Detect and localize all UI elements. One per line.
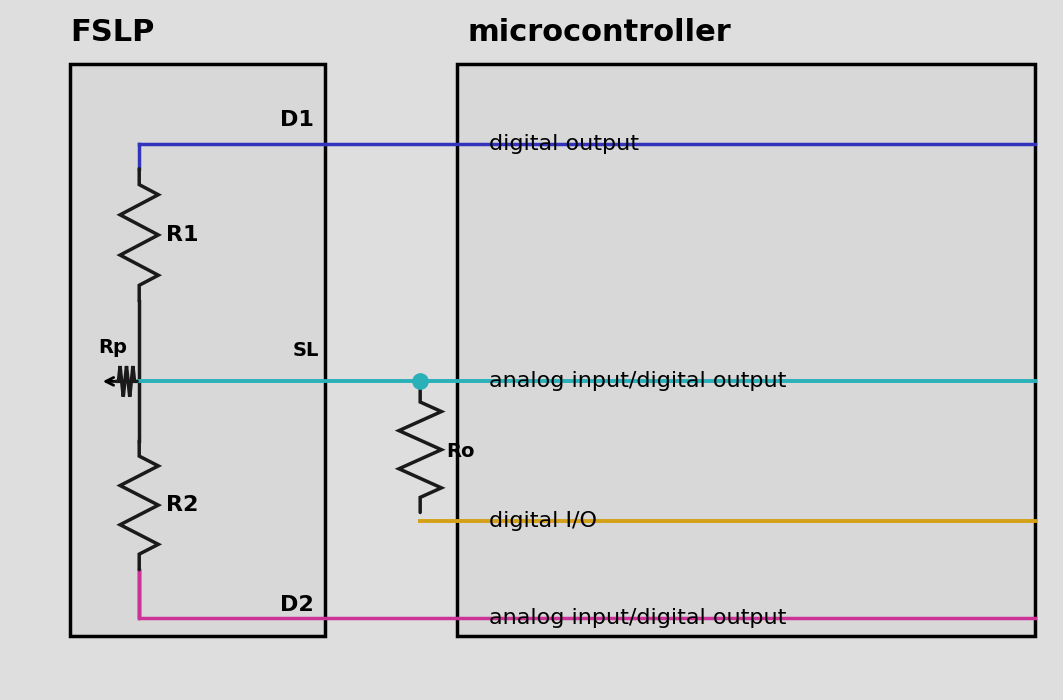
Text: R1: R1 [166, 225, 198, 245]
Text: microcontroller: microcontroller [468, 18, 731, 47]
Bar [70, 64, 325, 636]
Text: digital I/O: digital I/O [489, 511, 597, 531]
Text: analog input/digital output: analog input/digital output [489, 372, 787, 391]
Text: SL: SL [293, 342, 320, 360]
Text: digital output: digital output [489, 134, 639, 154]
Text: Rp: Rp [98, 338, 128, 357]
Bar [457, 64, 1035, 636]
Text: Ro: Ro [446, 442, 475, 461]
Text: FSLP: FSLP [70, 18, 155, 47]
Text: D2: D2 [281, 595, 315, 615]
Text: D1: D1 [281, 111, 315, 130]
Text: analog input/digital output: analog input/digital output [489, 608, 787, 629]
Text: R2: R2 [166, 495, 198, 515]
